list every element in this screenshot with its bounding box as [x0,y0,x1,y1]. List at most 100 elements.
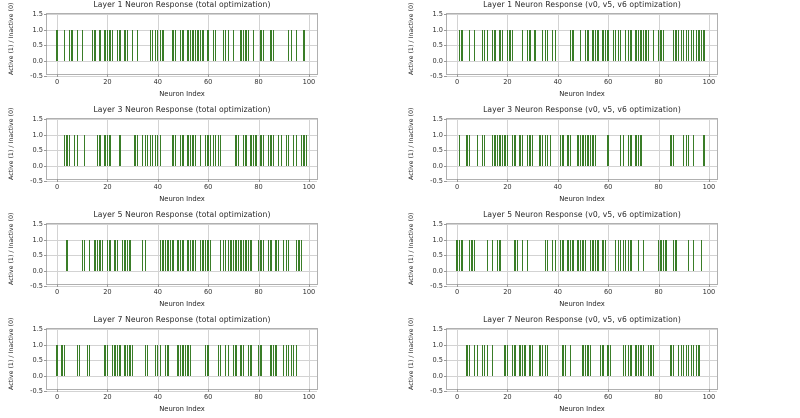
y-tick-mark [44,76,47,77]
x-tick-mark [57,389,59,392]
x-tick-mark [608,284,610,287]
subplot-3: Layer 3 Neuron Response (v0, v5, v6 opti… [402,105,730,207]
bar [109,134,111,166]
bar [126,29,129,61]
bar [539,344,541,376]
bar [240,239,242,271]
bar [678,29,680,61]
bar [562,344,564,376]
bar [544,134,546,166]
bar [693,239,695,271]
x-tick-mark [507,389,509,392]
subplot-title: Layer 5 Neuron Response (total optimizat… [93,210,271,219]
y-tick-label: 0.5 [432,41,444,49]
bar [227,29,230,61]
y-tick-label: 1.0 [32,340,44,349]
bar [458,29,461,61]
bar [245,239,247,271]
bar [167,239,169,271]
bar [184,344,187,376]
bar [501,134,504,166]
bar [237,134,240,166]
bar [66,239,68,271]
y-tick-label: 1.0 [32,130,44,139]
bar [114,239,116,271]
bar [99,134,101,166]
x-tick-label: 40 [153,288,163,296]
x-tick-mark [658,389,660,392]
bar [124,344,126,376]
bar [288,134,290,166]
bar [215,29,217,61]
x-tick-label: 20 [103,393,112,401]
y-tick-label: 0.0 [432,161,444,170]
bar [232,29,235,61]
gridline-vertical [308,14,310,74]
gridline-vertical [57,119,59,179]
x-tick-label: 100 [702,78,716,86]
x-axis-label: Neuron Index [559,405,605,413]
gridline-vertical [557,224,559,284]
bar [305,134,308,166]
y-tick-mark [44,134,47,136]
bar [547,344,549,376]
bar [189,239,192,271]
bar [172,239,174,271]
x-tick-mark [507,74,509,77]
gridline-vertical [708,329,710,389]
bar [242,134,245,166]
bar [552,29,554,61]
bar [484,344,486,376]
gridline-horizontal [447,134,717,136]
gridline-vertical [557,14,559,74]
bar [484,29,486,61]
bar [124,239,126,271]
bar [519,134,521,166]
bar [491,134,494,166]
x-tick-mark [557,389,559,392]
bar [106,134,109,166]
y-tick-mark [444,29,447,31]
bar [84,134,86,166]
bar [587,344,589,376]
bar [582,344,584,376]
y-tick-mark [44,391,47,392]
bar [63,134,66,166]
gridline-horizontal [47,134,317,136]
bar [272,344,275,376]
y-tick-mark [44,60,47,62]
y-tick-label: 1.5 [432,325,444,333]
bar [625,239,627,271]
gridline-horizontal [447,29,717,31]
y-tick-label: 0.0 [32,56,44,65]
gridline-horizontal [47,60,317,62]
gridline-vertical [258,119,260,179]
plot-area: -0.5 0.0 0.5 1.0 1.5 0 20 40 60 80 100 [30,115,318,191]
bar [245,134,247,166]
y-tick-mark [444,76,447,77]
bar [672,29,675,61]
gridline-vertical [557,329,559,389]
bar [99,29,101,61]
subplot-title: Layer 5 Neuron Response (v0, v5, v6 opti… [483,210,681,219]
bar [474,344,476,376]
bar [579,29,582,61]
y-tick-label: 0.5 [432,356,444,364]
bar [260,134,262,166]
bar [157,134,159,166]
bar [607,344,609,376]
y-tick-label: 1.5 [32,325,44,333]
bar [157,344,159,376]
bar [210,134,212,166]
bar [511,134,514,166]
bar [225,239,227,271]
bar [481,29,483,61]
y-tick-label: 0.0 [432,266,444,275]
x-tick-mark [608,389,610,392]
bar [290,344,292,376]
bar [499,239,501,271]
x-axis-label: Neuron Index [159,90,205,98]
x-tick-label: 20 [503,393,512,401]
bar [685,134,687,166]
bar [215,134,217,166]
